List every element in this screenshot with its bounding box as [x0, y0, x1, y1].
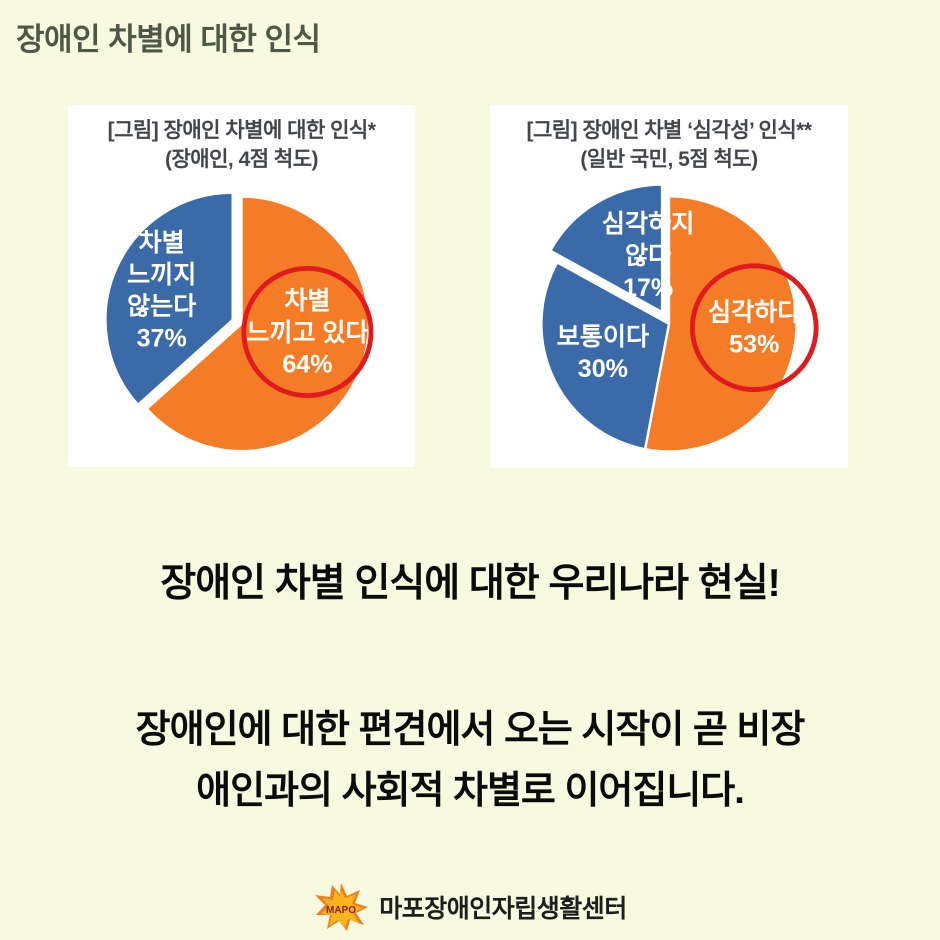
chart-title-right-main: [그림] 장애인 차별 ‘심각성’ 인식** [526, 119, 812, 142]
chart-panel-severity-perception: [그림] 장애인 차별 ‘심각성’ 인식** (일반 국민, 5점 척도) 심각… [490, 105, 848, 468]
pie-slice [145, 195, 370, 453]
page-title: 장애인 차별에 대한 인식 [16, 22, 321, 57]
logo-star-front [321, 888, 364, 928]
body-paragraph-line-2: 애인과의 사회적 차별로 이어집니다. [196, 770, 745, 812]
chart-title-right: [그림] 장애인 차별 ‘심각성’ 인식** (일반 국민, 5점 척도) [490, 105, 848, 174]
body-paragraph-line-1: 장애인에 대한 편견에서 오는 시작이 곧 비장 [135, 709, 806, 751]
pie-slice-label: 차별 느끼지 않는다 37% [127, 229, 196, 352]
footer: MAPO 마포장애인자립생활센터 [0, 882, 940, 932]
pie-slice-label: 보통이다 30% [557, 323, 649, 383]
body-paragraph: 장애인에 대한 편견에서 오는 시작이 곧 비장 애인과의 사회적 차별로 이어… [0, 700, 940, 822]
pie-slice [104, 191, 234, 407]
pie-slice [540, 261, 671, 451]
headline-text: 장애인 차별 인식에 대한 우리나라 현실! [160, 562, 780, 605]
pie-slice-label: 심각하다 53% [708, 299, 800, 359]
organization-name: 마포장애인자립생활센터 [379, 895, 627, 923]
highlight-circle [689, 263, 819, 392]
mapo-center-logo-icon: MAPO [315, 883, 369, 931]
pie-slice-label: 차별 느끼고 있다 64% [246, 287, 368, 379]
chart-title-left: [그림] 장애인 차별에 대한 인식* (장애인, 4점 척도) [68, 105, 415, 174]
chart-subtitle-right: (일반 국민, 5점 척도) [580, 148, 758, 171]
logo-text: MAPO [326, 905, 356, 916]
pie-chart-severity-perception: 심각하다 53% 보통이다 30% 심각하지 않다 17% [540, 183, 819, 453]
pie-chart-discrimination-perception: 차별 느끼고 있다 64% 차별 느끼지 않는다 37% [104, 191, 374, 453]
pie-slice [549, 183, 664, 314]
chart-panel-discrimination-perception: [그림] 장애인 차별에 대한 인식* (장애인, 4점 척도) 차별 느끼고 있… [68, 105, 415, 467]
pie-slice-label: 심각하지 않다 17% [602, 210, 694, 302]
highlight-circle [241, 265, 374, 399]
chart-title-left-main: [그림] 장애인 차별에 대한 인식* [107, 119, 376, 142]
chart-subtitle-left: (장애인, 4점 척도) [164, 148, 319, 171]
